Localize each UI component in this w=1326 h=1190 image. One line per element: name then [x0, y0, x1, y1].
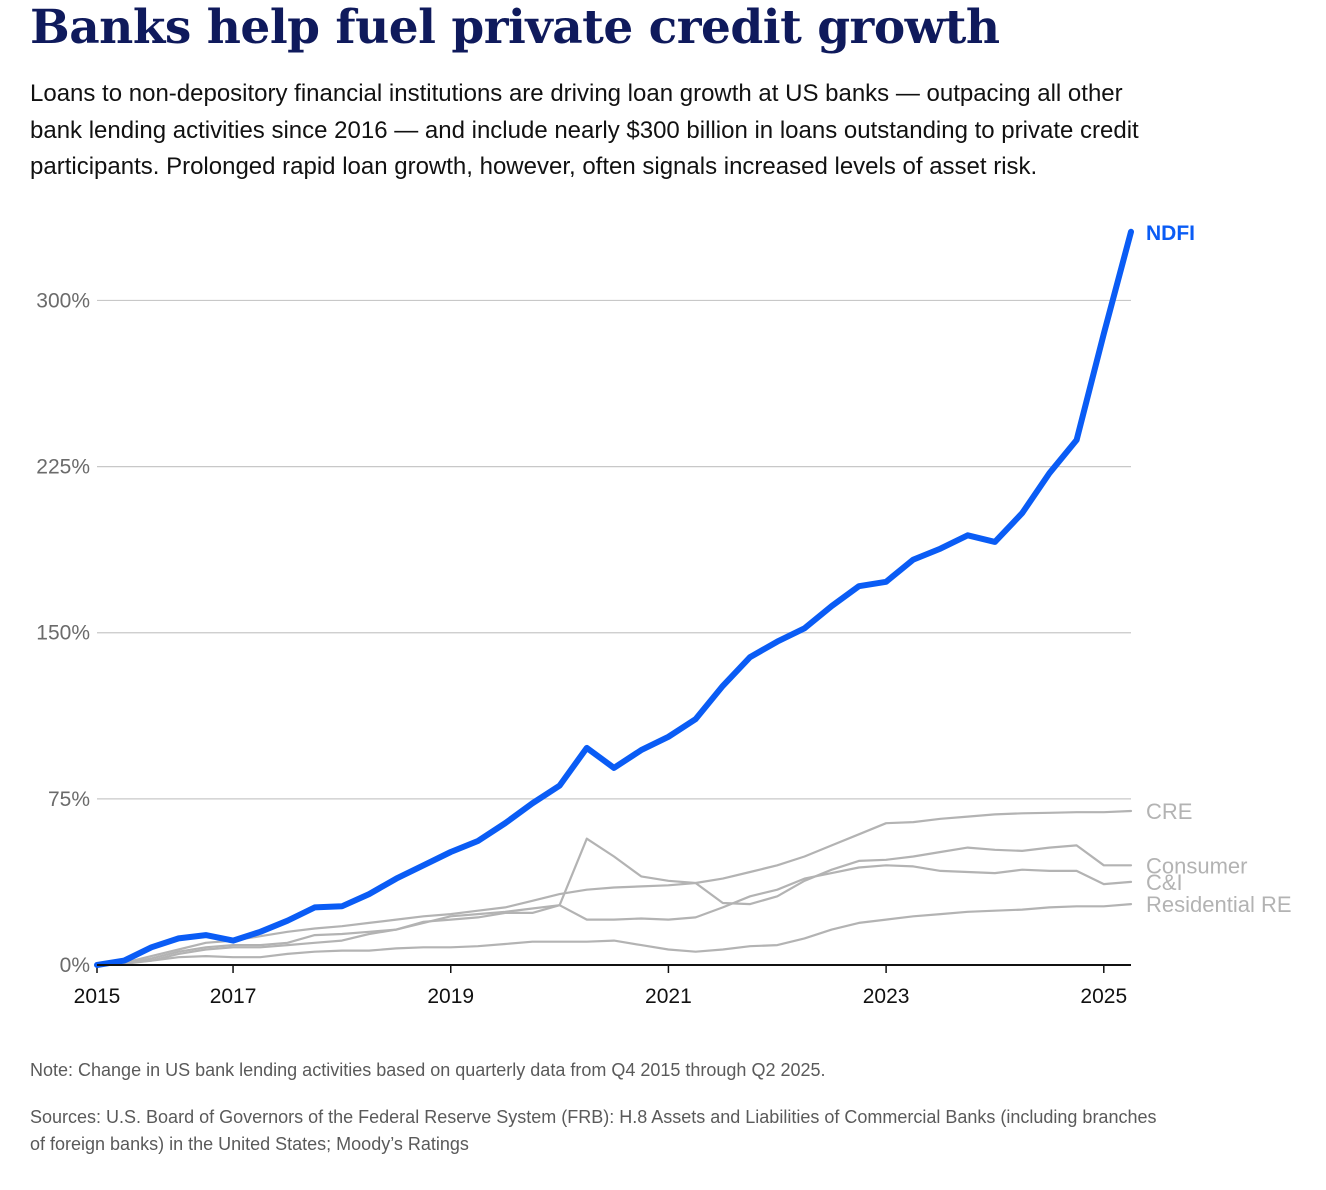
chart-title: Banks help fuel private credit growth: [30, 0, 1000, 55]
gridlines: [97, 299, 1131, 800]
series-label-ndfi: NDFI: [1146, 222, 1195, 245]
series-line-candi: [95, 864, 1133, 967]
y-tick-label: 300%: [36, 289, 90, 312]
chart-subtitle: Loans to non-depository financial instit…: [30, 80, 1139, 180]
x-tick-label: 2017: [210, 985, 257, 1008]
series-line-consumer: [95, 837, 1133, 967]
y-tick-label: 0%: [60, 954, 90, 977]
x-tick-label: 2023: [863, 985, 910, 1008]
chart-sources: Sources: U.S. Board of Governors of the …: [30, 1107, 1157, 1154]
series-lines: [94, 228, 1134, 968]
series-line-cre: [95, 809, 1133, 967]
series-label-candi: C&I: [1146, 870, 1183, 895]
line-chart: 0%75%150%225%300% 2015 2017 2019 2021 2023 20…: [36, 222, 1292, 1008]
x-tick-label: 2025: [1080, 985, 1127, 1008]
series-label-consumer: Consumer: [1146, 853, 1247, 878]
chart-note: Note: Change in US bank lending activiti…: [30, 1060, 826, 1080]
y-axis-ticks: 0% 75% 150% 225% 300%: [36, 289, 90, 977]
x-tick-label: 2015: [74, 985, 121, 1008]
x-tick-label: 2019: [427, 985, 474, 1008]
series-label-residential-re: Residential RE: [1146, 892, 1292, 917]
series-line-ndfi: [94, 228, 1134, 968]
series-line-residential-re: [95, 902, 1133, 967]
series-label-cre: CRE: [1146, 799, 1192, 824]
y-tick-label: 150%: [36, 622, 90, 645]
x-tick-label: 2021: [645, 985, 692, 1008]
y-tick-label: 225%: [36, 456, 90, 479]
y-tick-label: 75%: [48, 788, 90, 811]
x-axis-ticks: 2015 2017 2019 2021 2023 2025: [74, 965, 1127, 1008]
